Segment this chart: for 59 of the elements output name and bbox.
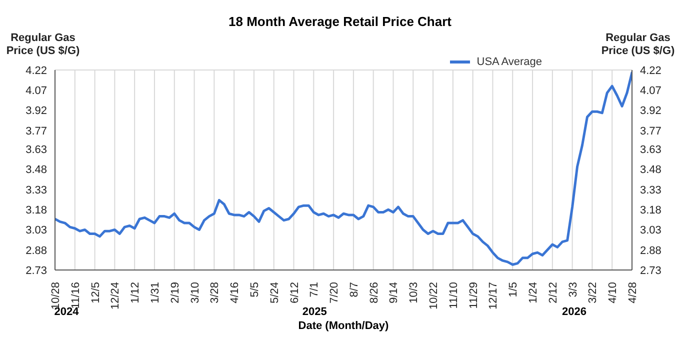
x-tick-label: 1/24 bbox=[528, 282, 540, 304]
y-tick-label: 3.48 bbox=[26, 164, 47, 176]
y2-tick-label: 4.22 bbox=[640, 64, 662, 77]
x-tick-label: 1/12 bbox=[130, 282, 142, 304]
y2-axis-title: Regular Gas Price (US $/G) bbox=[601, 32, 675, 57]
x-tick-label: 9/14 bbox=[388, 282, 400, 304]
y-axis-title: Regular Gas Price (US $/G) bbox=[6, 32, 80, 57]
x-tick-label: 12/17 bbox=[488, 282, 500, 310]
x-tick-label: 11/29 bbox=[468, 282, 480, 309]
x-tick-label: 3/10 bbox=[189, 282, 202, 304]
x-tick-label: 12/5 bbox=[90, 282, 102, 304]
y-tick-label: 3.33 bbox=[26, 184, 47, 196]
x-tick-label: 5/5 bbox=[248, 282, 261, 298]
x-tick-label: 1/5 bbox=[508, 282, 520, 298]
line-series bbox=[55, 71, 632, 266]
x-axis-title: Date (Month/Day) bbox=[298, 320, 389, 332]
y-tick-label: 2.73 bbox=[26, 264, 47, 277]
x-tick-label: 4/28 bbox=[627, 282, 639, 304]
x-tick-label: 10/22 bbox=[428, 282, 440, 310]
text: 2024 bbox=[54, 306, 79, 318]
x-tick-label: 6/12 bbox=[288, 282, 301, 304]
x-tick-label: 4/10 bbox=[607, 282, 620, 304]
legend-label: USA Average bbox=[476, 56, 542, 68]
x-tick-label: 2/19 bbox=[169, 282, 182, 304]
y2-tick-label: 3.03 bbox=[640, 224, 662, 237]
x-tick-label: 3/22 bbox=[587, 282, 600, 304]
x-tick-label: 12/24 bbox=[110, 282, 122, 310]
x-tick-label: 7/20 bbox=[328, 282, 341, 304]
y-tick-label: 3.03 bbox=[26, 224, 47, 237]
x-tick-label: 4/16 bbox=[229, 282, 242, 304]
text: 2025 bbox=[302, 306, 327, 318]
y-tick-label: 3.63 bbox=[26, 144, 47, 156]
y2-tick-label: 3.63 bbox=[640, 144, 662, 156]
x-tick-label: 11/10 bbox=[448, 282, 460, 309]
x-tick-label: 7/1 bbox=[308, 282, 321, 298]
y-tick-label: 4.22 bbox=[26, 64, 47, 77]
y2-tick-label: 2.73 bbox=[640, 264, 662, 277]
x-tick-label: 5/24 bbox=[268, 282, 281, 304]
y-tick-label: 3.92 bbox=[26, 105, 47, 118]
y2-tick-label: 3.92 bbox=[640, 105, 662, 118]
x-tick-label: 8/26 bbox=[368, 282, 380, 304]
x-tick-label: 10/3 bbox=[408, 282, 420, 304]
y2-tick-label: 3.48 bbox=[640, 164, 662, 176]
y2-tick-label: 3.77 bbox=[640, 125, 662, 138]
x-tick-label: 8/7 bbox=[348, 282, 360, 298]
y2-tick-label: 3.18 bbox=[640, 204, 662, 216]
y2-tick-label: 4.07 bbox=[640, 85, 662, 98]
y-tick-label: 4.07 bbox=[26, 85, 47, 98]
y-tick-label: 2.88 bbox=[26, 244, 47, 257]
x-tick-label: 2/12 bbox=[547, 282, 560, 304]
y2-tick-label: 3.33 bbox=[640, 184, 662, 196]
x-tick-label: 1/31 bbox=[149, 282, 162, 304]
x-tick-label: 3/28 bbox=[209, 282, 222, 304]
y-tick-label: 3.18 bbox=[26, 204, 47, 216]
x-tick-label: 3/3 bbox=[567, 282, 580, 298]
y2-tick-label: 2.88 bbox=[640, 244, 662, 257]
y-tick-label: 3.77 bbox=[26, 125, 47, 138]
chart-title: 18 Month Average Retail Price Chart bbox=[228, 14, 452, 29]
text: 2026 bbox=[562, 306, 587, 318]
